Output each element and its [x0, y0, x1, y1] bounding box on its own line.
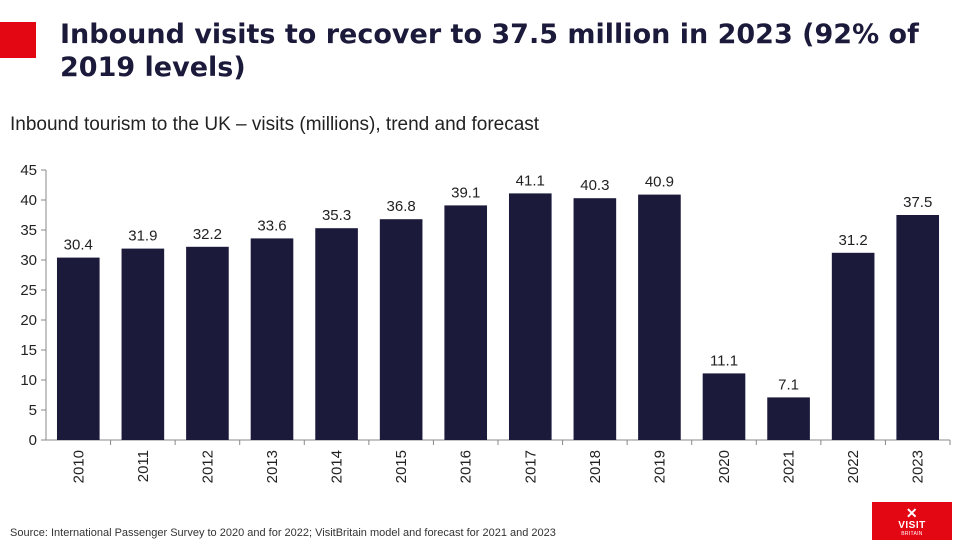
y-tick-label: 35 [20, 222, 37, 239]
data-label: 31.2 [839, 232, 868, 249]
x-tick-label: 2016 [458, 450, 475, 483]
bar [444, 205, 488, 440]
y-tick-label: 45 [20, 162, 37, 179]
data-label: 32.2 [193, 226, 222, 243]
bar [896, 215, 940, 440]
x-tick-label: 2023 [910, 450, 927, 483]
y-tick-label: 0 [29, 432, 37, 449]
data-label: 11.1 [710, 352, 738, 369]
chart-subtitle: Inbound tourism to the UK – visits (mill… [10, 114, 540, 135]
bar [315, 228, 358, 440]
x-tick-label: 2011 [135, 450, 152, 482]
x-tick-label: 2021 [781, 450, 798, 483]
source-note: Source: International Passenger Survey t… [10, 527, 556, 539]
data-label: 39.1 [451, 184, 480, 201]
y-tick-label: 5 [29, 402, 37, 419]
data-label: 35.3 [322, 207, 351, 224]
x-tick-label: 2020 [716, 450, 733, 483]
data-label: 37.5 [903, 194, 932, 211]
logo-subtext: BRITAIN [901, 530, 923, 537]
bar [702, 373, 746, 440]
bar [638, 194, 681, 440]
x-tick-label: 2013 [264, 450, 281, 483]
bar [831, 252, 875, 440]
union-flag-icon: ✕ [905, 504, 919, 521]
x-tick-label: 2022 [845, 450, 862, 483]
y-tick-label: 40 [20, 192, 37, 209]
bar [250, 238, 294, 440]
data-label: 40.9 [645, 174, 674, 191]
bar [508, 193, 552, 440]
data-label: 7.1 [778, 376, 799, 393]
bar [573, 198, 617, 440]
data-label: 30.4 [64, 237, 93, 254]
bar [767, 397, 810, 440]
bar-chart: 0 5 10 15 20 25 30 35 40 45 30.4 2010 31.9 2011 32.2 20… [20, 162, 951, 483]
x-tick-label: 2019 [651, 450, 668, 483]
bar [121, 248, 165, 440]
data-label: 41.1 [516, 172, 545, 189]
x-tick-label: 2017 [522, 450, 539, 483]
x-tick-label: 2014 [329, 450, 346, 483]
x-tick-label: 2010 [70, 450, 87, 483]
data-label: 31.9 [128, 228, 157, 245]
page-title: Inbound visits to recover to 37.5 millio… [60, 19, 919, 83]
bar [379, 219, 423, 440]
logo-text: VISIT [898, 519, 926, 531]
data-label: 36.8 [387, 198, 416, 215]
visitbritain-logo: ✕ VISIT BRITAIN [872, 502, 952, 540]
x-tick-label: 2015 [393, 450, 410, 483]
data-label: 33.6 [257, 217, 286, 234]
bar [56, 257, 100, 440]
y-tick-label: 15 [20, 342, 37, 359]
x-tick-label: 2012 [199, 450, 216, 483]
accent-square [0, 22, 36, 58]
y-tick-label: 25 [20, 282, 37, 299]
y-tick-label: 30 [20, 252, 37, 269]
x-tick-label: 2018 [587, 450, 604, 483]
y-tick-label: 10 [20, 372, 37, 389]
data-label: 40.3 [580, 177, 609, 194]
y-tick-label: 20 [20, 312, 37, 329]
bar [186, 246, 229, 440]
